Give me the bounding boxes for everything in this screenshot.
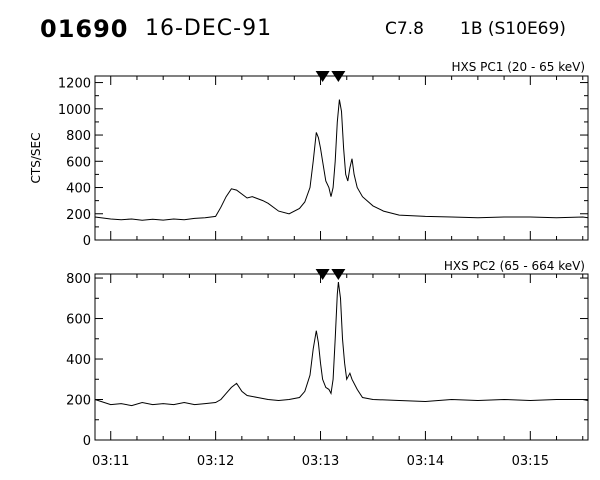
y-tick-label: 400 (66, 353, 91, 368)
panel-pc2-title: HXS PC2 (65 - 664 keV) (444, 259, 585, 273)
x-tick-label: 03:15 (512, 454, 549, 469)
series-line (94, 282, 589, 407)
x-tick-label: 03:13 (302, 454, 339, 469)
y-tick-label: 0 (83, 434, 91, 449)
time-marker (331, 71, 346, 82)
time-marker (331, 269, 346, 280)
goes-class: C7.8 (385, 19, 424, 39)
y-tick-label: 600 (66, 313, 91, 328)
panel-pc1: HXS PC1 (20 - 65 keV) CTS/SEC 0 200 400 600… (29, 60, 589, 249)
time-marker (315, 269, 330, 280)
panel-pc2: HXS PC2 (65 - 664 keV) 0 200 400 600 800 03:1… (66, 259, 589, 469)
y-tick-label: 400 (66, 182, 91, 197)
event-date: 16-DEC-91 (145, 16, 273, 41)
y-tick-label: 0 (83, 234, 91, 249)
panel-pc1-title: HXS PC1 (20 - 65 keV) (451, 60, 585, 74)
y-tick-label: 200 (66, 394, 91, 409)
x-tick-label: 03:14 (407, 454, 444, 469)
y-tick-label: 1000 (58, 103, 91, 118)
optical-class: 1B (S10E69) (460, 19, 566, 39)
y-tick-label: 800 (66, 129, 91, 144)
y-tick-label: 1200 (58, 77, 91, 92)
time-marker (315, 71, 330, 82)
panel-pc2-frame (94, 273, 589, 441)
panel-pc1-frame (94, 75, 589, 241)
x-tick-label: 03:11 (92, 454, 129, 469)
y-tick-label: 200 (66, 208, 91, 223)
y-tick-label: 800 (66, 272, 91, 287)
y-axis-label: CTS/SEC (29, 133, 43, 184)
series-line (94, 99, 589, 221)
x-tick-label: 03:12 (197, 454, 234, 469)
y-tick-label: 600 (66, 155, 91, 170)
event-number: 01690 (40, 15, 129, 43)
